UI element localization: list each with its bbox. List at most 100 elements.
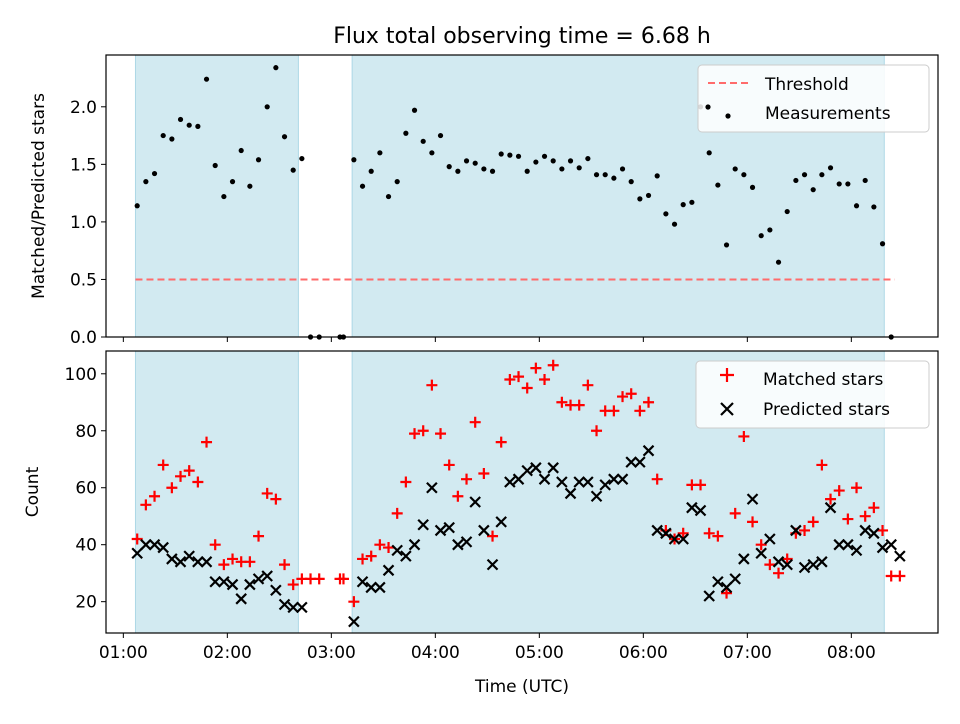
measurement-point — [420, 138, 426, 144]
top-shaded-intervals — [134, 54, 885, 338]
matched-star-point — [495, 436, 507, 448]
measurement-point — [637, 196, 643, 202]
predicted-star-point — [703, 590, 715, 602]
measurement-point — [715, 182, 721, 188]
predicted-star-point — [694, 504, 707, 517]
matched-star-point — [218, 559, 230, 571]
measurement-point — [879, 241, 886, 247]
matched-star-point — [643, 396, 655, 408]
x-axis-label: Time (UTC) — [474, 677, 569, 697]
measurement-point — [845, 181, 851, 187]
legend-matched-swatch — [720, 368, 734, 382]
y-tick-label: 1.0 — [70, 213, 97, 233]
matched-star-point — [201, 436, 213, 448]
matched-star-point — [374, 539, 386, 551]
measurement-point — [619, 166, 626, 172]
predicted-star-point — [218, 575, 230, 588]
legend-threshold-label: Threshold — [764, 75, 849, 95]
predicted-star-point — [530, 462, 542, 474]
measurement-point — [247, 183, 253, 189]
matched-star-point — [747, 516, 759, 528]
predicted-star-point — [426, 481, 438, 494]
matched-star-point — [807, 516, 819, 528]
predicted-star-point — [365, 581, 377, 594]
matched-star-point — [530, 362, 542, 374]
predicted-star-point — [807, 558, 819, 571]
predicted-star-point — [200, 556, 213, 568]
measurement-point — [853, 203, 860, 209]
measurement-point — [723, 242, 730, 248]
legend-measurements-label: Measurements — [765, 104, 891, 124]
matched-star-point — [868, 502, 880, 514]
measurement-point — [385, 193, 392, 200]
predicted-star-point — [166, 553, 178, 565]
measurement-point — [533, 159, 539, 165]
predicted-star-point — [764, 533, 776, 545]
matched-star-point — [409, 428, 421, 440]
predicted-star-point — [209, 575, 221, 588]
measurement-point — [212, 162, 218, 169]
matched-star-point — [337, 573, 349, 585]
matched-star-point — [209, 539, 221, 551]
measurement-point — [186, 122, 192, 128]
measurement-point — [741, 172, 747, 178]
matched-star-point — [634, 405, 646, 417]
measurement-point — [559, 166, 565, 172]
measurement-point — [489, 168, 496, 174]
measurement-point — [827, 165, 834, 171]
bottom-panel: 01:00 02:00 03:00 04:00 05:00 06:00 07:00 08:00… — [23, 350, 939, 697]
matched-star-point — [166, 482, 178, 494]
predicted-star-point — [356, 575, 369, 588]
predicted-star-point — [278, 598, 291, 611]
measurement-point — [541, 153, 548, 159]
measurement-point — [793, 177, 799, 184]
measurement-point — [203, 76, 210, 82]
predicted-star-point — [521, 464, 533, 477]
measurement-point — [819, 172, 825, 178]
measurement-point — [255, 157, 262, 163]
bottom-x-ticks: 01:00 02:00 03:00 04:00 05:00 06:00 07:00 08:00 — [99, 633, 876, 663]
matched-star-point — [140, 499, 152, 511]
predicted-star-point — [616, 473, 629, 485]
predicted-star-point — [547, 462, 559, 474]
measurement-point — [169, 136, 175, 142]
matched-star-point — [417, 425, 429, 437]
measurement-point — [290, 167, 296, 173]
matched-star-point — [556, 396, 568, 408]
measurement-point — [229, 179, 236, 185]
measurement-point — [515, 153, 522, 159]
measurement-point — [429, 150, 435, 156]
predicted-star-point — [140, 538, 152, 551]
matched-star-point — [400, 476, 412, 488]
y-tick-label: 60 — [75, 479, 97, 499]
matched-star-point — [357, 553, 369, 565]
chart-title: Flux total observing time = 6.68 h — [333, 24, 711, 49]
y-tick-label: 40 — [75, 536, 97, 556]
measurement-point — [524, 168, 530, 174]
measurement-point — [273, 65, 279, 71]
predicted-star-point — [720, 581, 733, 594]
matched-star-point — [365, 550, 377, 562]
measurement-point — [645, 192, 652, 199]
measurement-point — [663, 211, 669, 217]
matched-star-point — [591, 425, 603, 437]
matched-star-point — [270, 493, 282, 505]
predicted-star-point — [131, 547, 143, 560]
matched-star-point — [573, 399, 585, 411]
matched-star-point — [833, 485, 845, 497]
measurement-point — [299, 155, 305, 162]
top-y-ticks: 0.0 0.5 1.0 1.5 2.0 — [70, 98, 106, 348]
predicted-star-point — [408, 538, 421, 551]
shaded-interval — [134, 54, 299, 338]
predicted-star-point — [504, 476, 516, 488]
measurement-point — [784, 208, 790, 215]
measurement-point — [481, 166, 487, 172]
predicted-star-point — [816, 556, 828, 568]
bottom-y-axis-label: Count — [23, 466, 43, 517]
y-tick-label: 20 — [75, 593, 97, 613]
predicted-star-point — [452, 538, 464, 551]
matched-star-point — [859, 510, 871, 522]
matched-star-point — [391, 507, 403, 519]
matched-star-point — [383, 542, 395, 554]
predicted-star-point — [729, 573, 741, 585]
